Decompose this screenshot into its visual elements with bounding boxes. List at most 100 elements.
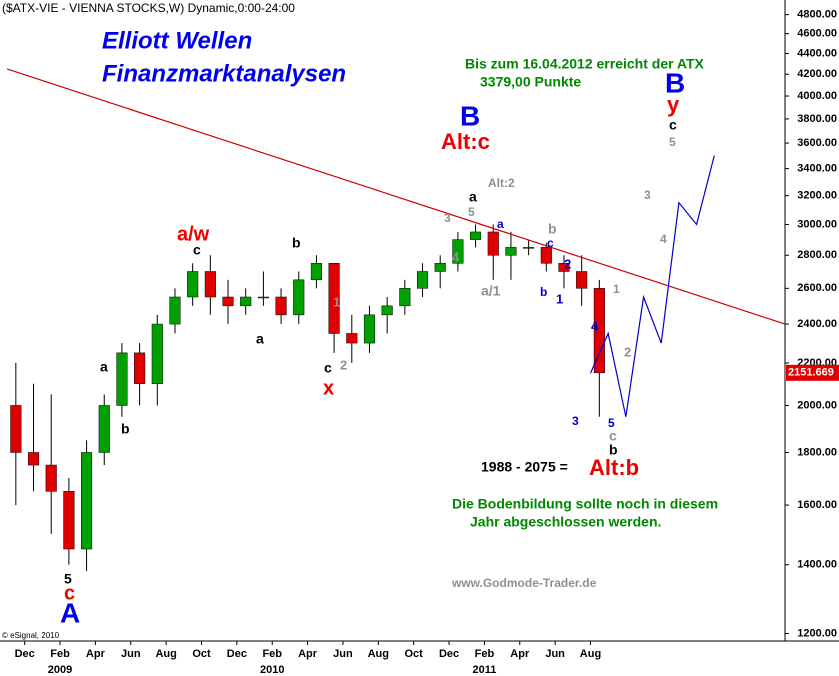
candle-body [310,263,322,281]
x-tick-label: Apr [86,648,106,660]
x-tick-label: Jun [121,648,141,660]
x-tick-label: Feb [475,648,495,660]
annotation: B [665,67,685,98]
annotation: c [193,242,201,258]
year-label: 2009 [48,664,72,676]
y-tick-label: 4400.00 [797,47,837,59]
annotation: 5 [608,416,615,430]
y-tick-label: 3200.00 [797,190,837,202]
annotation: a [100,359,108,375]
candle-body [505,247,517,256]
candle-body [169,296,181,325]
candle-body [27,452,40,466]
annotation: 2 [340,357,347,372]
x-tick-label: Oct [192,648,211,660]
annotation: A [60,597,80,628]
annotation: c [547,236,554,250]
x-tick-label: Apr [298,648,318,660]
x-tick-label: Aug [580,648,601,660]
annotation: b [548,221,557,237]
line-series [6,68,786,325]
annotation: c [609,428,617,444]
candle-body [204,271,216,298]
x-tick-label: Dec [227,648,247,660]
annotation: b [540,285,547,299]
annotation: a [469,189,477,205]
annotation: Alt:2 [488,176,515,190]
candle-body [151,323,163,384]
y-tick-label: 3600.00 [797,137,837,149]
y-tick-label: 2600.00 [797,282,837,294]
candle-body [293,279,305,316]
annotation: 3379,00 Punkte [480,74,581,90]
annotation: c [64,582,75,604]
candle-body [593,288,605,374]
annotation: 1 [613,282,620,296]
x-tick-label: Jun [545,648,565,660]
x-tick-label: Apr [510,648,530,660]
y-tick-label: 1600.00 [797,499,837,511]
y-tick-label: 4600.00 [797,28,837,40]
annotation: c [669,117,677,133]
annotation: 5 [669,135,676,149]
annotation: a [256,331,264,347]
candle-body [434,263,446,272]
candle-body [540,247,552,264]
candle-body [98,405,110,453]
x-tick-label: Aug [155,648,176,660]
annotation: 5 [468,205,475,219]
annotation: a [497,217,504,231]
y-tick-label: 1400.00 [797,559,837,571]
annotation: 4 [591,318,599,333]
candle-body [257,296,269,299]
x-tick-label: Oct [405,648,424,660]
annotation: Finanzmarktanalysen [102,60,346,87]
annotation: Bis zum 16.04.2012 erreicht der ATX [465,56,705,72]
line-series [589,155,715,417]
y-tick-label: 2000.00 [797,399,837,411]
annotation: 3 [572,414,579,428]
annotation: 2 [564,256,571,271]
annotation: a/1 [481,283,501,299]
annotation: Alt:b [589,455,639,480]
x-tick-label: Feb [50,648,70,660]
candle-body [487,231,499,256]
x-tick-label: Dec [439,648,459,660]
annotation: 2 [624,344,631,359]
y-tick-label: 4800.00 [797,9,837,21]
y-tick-label: 3400.00 [797,162,837,174]
annotation: x [323,377,334,399]
annotation: 1988 - 2075 = [481,459,568,475]
x-tick-label: Dec [15,648,35,660]
candle-body [10,405,22,453]
candle-body [63,491,75,550]
candle-body [187,271,199,298]
candle-body [134,352,146,384]
annotation: Elliott Wellen [102,27,252,54]
annotation: Jahr abgeschlossen werden. [470,514,661,530]
annotation: © eSignal, 2010 [2,631,60,640]
candle-body [346,333,358,344]
y-tick-label: 4200.00 [797,68,837,80]
annotation: a/w [177,223,210,245]
annotation: 1 [556,291,563,306]
y-tick-label: 2400.00 [797,318,837,330]
annotation: y [667,92,680,117]
annotation: 4 [660,232,667,246]
candle-body [240,296,252,307]
last-price-label: 2151.669 [788,367,834,379]
candle-body [275,296,287,316]
annotation: 3 [444,211,451,225]
annotation: Alt:c [441,129,490,154]
candle-body [558,263,570,272]
candle-body [45,464,57,492]
annotation: b [121,421,130,437]
candle-body [81,452,93,550]
candle-body [452,239,464,264]
x-tick-label: Aug [368,648,389,660]
year-label: 2011 [472,664,496,676]
candle-body [363,314,376,344]
annotation: b [292,235,301,251]
